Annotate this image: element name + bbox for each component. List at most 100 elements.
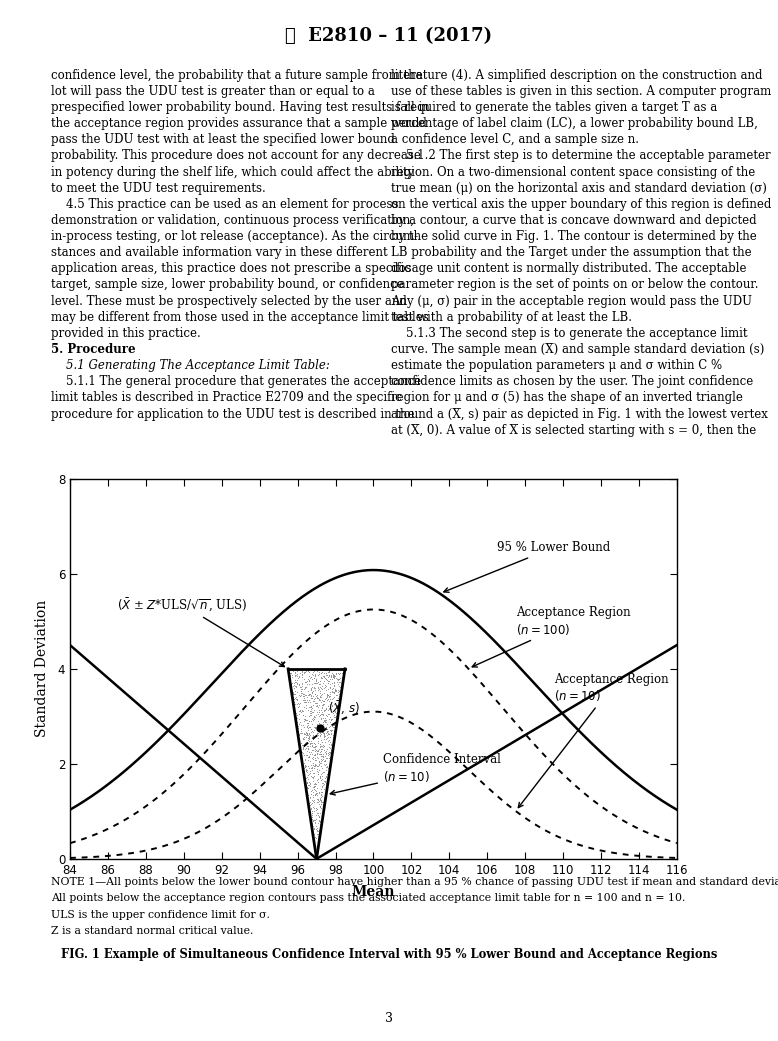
Point — [303, 753, 316, 769]
Point — [299, 759, 311, 776]
Point — [314, 692, 327, 709]
Point — [303, 705, 316, 721]
Point — [314, 745, 326, 762]
Point — [304, 690, 317, 707]
Point — [307, 693, 319, 710]
Point — [284, 661, 296, 678]
Point — [299, 757, 311, 773]
Point — [316, 662, 328, 679]
Point — [317, 661, 330, 678]
Point — [322, 710, 335, 727]
Point — [330, 704, 342, 720]
Point — [300, 779, 313, 795]
Point — [310, 777, 322, 793]
Point — [295, 704, 307, 720]
Point — [333, 688, 345, 705]
Point — [321, 720, 333, 737]
Point — [295, 744, 307, 761]
Point — [298, 726, 310, 742]
Point — [317, 802, 330, 818]
Point — [325, 711, 338, 728]
Point — [304, 803, 317, 819]
Point — [310, 757, 323, 773]
Point — [317, 748, 329, 765]
Point — [306, 816, 318, 833]
Point — [327, 668, 339, 685]
Point — [289, 678, 301, 694]
Point — [317, 777, 329, 793]
Point — [324, 722, 336, 739]
Point — [300, 746, 313, 763]
Point — [328, 667, 341, 684]
Point — [321, 661, 334, 678]
Point — [312, 674, 324, 690]
Point — [298, 690, 310, 707]
Point — [318, 789, 331, 806]
Point — [310, 707, 323, 723]
Point — [317, 751, 330, 767]
Point — [303, 777, 315, 793]
Point — [303, 730, 315, 746]
Point — [306, 803, 318, 819]
Point — [319, 712, 331, 729]
Point — [302, 714, 314, 731]
Point — [328, 715, 340, 732]
Point — [293, 706, 305, 722]
Point — [317, 665, 330, 682]
Point — [310, 838, 323, 855]
Point — [320, 750, 332, 766]
Point — [314, 664, 327, 681]
Point — [332, 682, 345, 699]
Point — [307, 757, 319, 773]
Point — [303, 748, 315, 765]
Point — [314, 689, 327, 706]
Point — [317, 718, 329, 735]
Point — [328, 715, 341, 732]
Point — [312, 719, 324, 736]
Point — [324, 717, 337, 734]
Point — [331, 687, 343, 704]
Point — [287, 686, 300, 703]
Point — [315, 767, 328, 784]
Point — [311, 822, 324, 839]
Point — [303, 738, 316, 755]
Point — [313, 827, 325, 843]
Point — [318, 756, 331, 772]
Point — [298, 681, 310, 697]
Point — [312, 835, 324, 852]
Point — [314, 732, 327, 748]
Point — [322, 710, 335, 727]
Point — [313, 793, 325, 810]
Point — [318, 661, 331, 678]
Point — [325, 721, 338, 738]
Point — [303, 763, 316, 780]
Point — [317, 726, 330, 742]
Point — [301, 775, 314, 791]
Point — [303, 725, 315, 741]
Point — [303, 748, 315, 765]
Point — [293, 664, 306, 681]
Point — [284, 667, 296, 684]
Point — [302, 730, 314, 746]
Point — [315, 711, 328, 728]
Point — [295, 742, 307, 759]
Point — [292, 669, 304, 686]
Point — [317, 710, 330, 727]
Point — [314, 687, 326, 704]
Text: the acceptance region provides assurance that a sample would: the acceptance region provides assurance… — [51, 117, 426, 130]
Point — [317, 793, 329, 810]
Point — [289, 671, 301, 688]
Text: 5.1.2 The first step is to determine the acceptable parameter: 5.1.2 The first step is to determine the… — [391, 149, 771, 162]
Point — [295, 744, 307, 761]
Point — [324, 729, 336, 745]
Point — [311, 840, 324, 857]
Point — [315, 752, 328, 768]
Point — [300, 688, 313, 705]
Point — [305, 713, 317, 730]
Point — [317, 675, 330, 691]
Point — [324, 679, 337, 695]
Point — [321, 714, 333, 731]
Point — [306, 814, 318, 831]
Point — [321, 691, 333, 708]
Point — [291, 714, 303, 731]
